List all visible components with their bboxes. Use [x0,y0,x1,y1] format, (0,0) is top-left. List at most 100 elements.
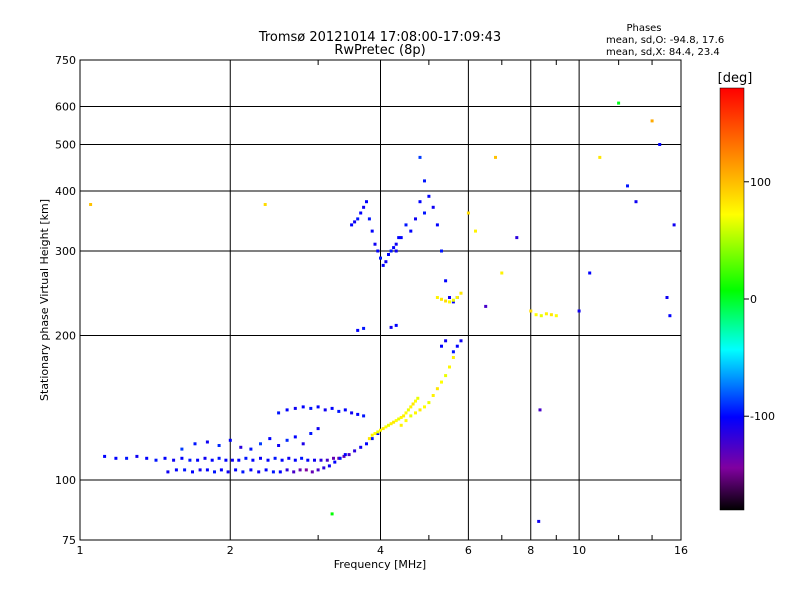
x-tick-label: 6 [465,544,472,557]
data-point [300,456,304,460]
data-point [448,296,451,299]
data-point [230,458,234,462]
data-point [376,249,380,253]
data-point [301,442,305,446]
data-point [135,454,139,458]
data-point [241,470,245,474]
data-point [234,468,238,472]
data-point [414,399,417,403]
data-point [337,409,341,413]
data-point [440,344,443,348]
data-point [554,314,558,318]
data-point [180,456,184,460]
data-point [549,313,553,317]
data-point [316,468,320,472]
data-point [394,242,398,246]
data-point [266,458,270,462]
y-tick-label: 300 [55,245,76,258]
data-point [285,468,289,472]
data-point [353,449,357,453]
data-point [427,401,431,405]
data-point [217,444,221,447]
data-point [402,414,406,418]
data-point [658,143,662,146]
data-point [228,438,232,442]
data-point [285,438,289,442]
x-axis-label: Frequency [MHz] [334,558,426,571]
data-point [451,356,455,359]
data-point [356,412,360,416]
y-tick-label: 75 [62,534,76,547]
data-point [249,468,253,472]
data-point [392,420,396,424]
data-point [114,456,118,460]
data-point [534,313,538,317]
data-point [376,430,380,434]
data-point [598,155,602,159]
data-point [423,405,426,409]
data-point [213,470,216,474]
data-point [588,271,592,275]
data-point [414,411,417,415]
colorbar-tick-label: 100 [750,176,771,189]
data-point [205,468,209,472]
data-point [389,249,393,253]
data-point [484,304,488,308]
data-point [440,297,443,301]
data-point [392,246,396,250]
data-point [298,468,302,472]
data-point [347,453,351,457]
data-point [459,339,463,343]
data-point [389,325,393,329]
data-point [304,468,308,472]
data-point [219,468,223,472]
data-point [367,217,371,221]
data-point [440,380,443,384]
y-tick-label: 600 [55,101,76,114]
data-point [440,249,443,253]
data-point [444,299,448,303]
data-point [370,229,374,233]
data-point [373,432,377,435]
data-point [379,256,382,260]
data-point [435,296,439,299]
data-point [343,408,347,412]
data-point [650,119,654,123]
y-tick-label: 500 [55,139,76,152]
data-point [191,470,194,474]
data-point [193,442,197,446]
data-point [356,217,360,221]
x-tick-label: 1 [77,544,84,557]
annotation-line-o: mean, sd,O: -94.8, 17.6 [606,35,724,46]
data-point [237,458,241,462]
data-point [474,229,477,233]
data-point [350,411,354,415]
data-point [359,445,363,449]
data-point [381,427,385,431]
data-point [387,253,390,256]
data-point [277,444,281,447]
annotation-line-x: mean, sd,X: 84.4, 23.4 [606,47,720,58]
chart-subtitle: RwPretec (8p) [334,43,425,58]
data-point [343,453,347,457]
x-tick-label: 4 [377,544,384,557]
data-point [180,447,184,451]
data-point [544,312,548,316]
data-point [327,464,331,468]
data-point [325,458,329,462]
data-point [154,458,158,462]
data-point [309,432,313,435]
data-point [626,184,629,188]
data-point [196,458,200,462]
data-point [293,435,297,439]
data-point [451,300,455,304]
data-point [414,217,417,221]
data-point [367,437,371,441]
data-point [538,408,542,412]
data-point [529,309,533,313]
chart-title: Tromsø 20121014 17:08:00-17:09:43 [258,30,501,45]
data-point [278,470,282,474]
data-point [435,387,439,391]
data-point [500,271,504,275]
